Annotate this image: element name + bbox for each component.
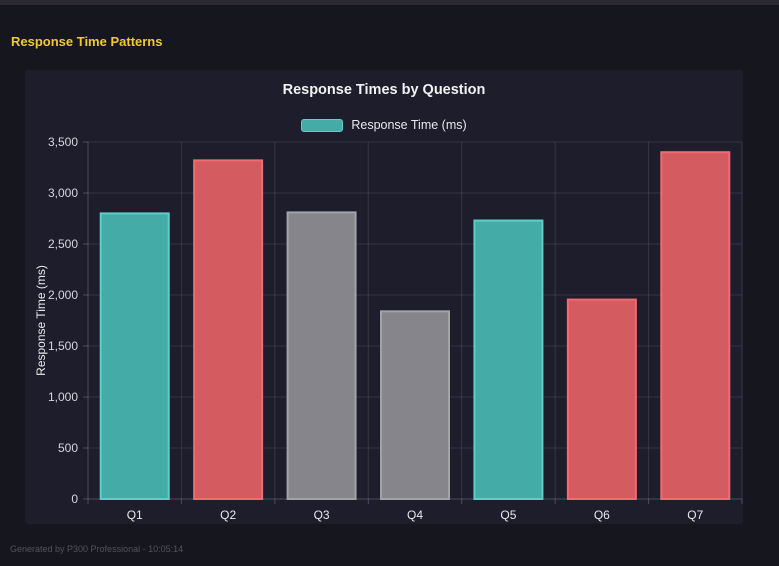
chart-title: Response Times by Question: [282, 82, 486, 98]
y-tick-label: 3,000: [48, 186, 78, 200]
x-tick-label: Q2: [220, 508, 236, 522]
bar-Q4[interactable]: [380, 310, 450, 500]
x-tick-label: Q3: [314, 508, 330, 522]
chart-panel: Response Times by Question Response Time…: [25, 70, 743, 524]
bar-Q2[interactable]: [193, 159, 264, 501]
bar-chart: 0 500 1,000 1,500 2,000 2,500 3,000 3,500 Q1 Q2 Q3…: [34, 135, 743, 522]
footer-generated-text: Generated by P300 Professional - 10:05:1…: [10, 544, 184, 554]
bar-Q6[interactable]: [566, 298, 637, 500]
y-tick-label: 1,000: [48, 390, 78, 404]
y-tick-label: 0: [71, 492, 78, 506]
y-tick-label: 2,500: [48, 237, 78, 251]
bar-Q7[interactable]: [660, 151, 731, 500]
x-tick-label: Q4: [407, 508, 423, 522]
legend-swatch: [301, 118, 344, 132]
x-tick-label: Q5: [500, 508, 516, 522]
y-tick-label: 3,500: [48, 135, 78, 149]
bar-Q1[interactable]: [99, 212, 170, 500]
chart-legend[interactable]: Response Time (ms): [25, 117, 743, 133]
x-tick-label: Q6: [594, 508, 610, 522]
y-tick-label: 500: [58, 441, 78, 455]
legend-label: Response Time (ms): [351, 118, 467, 132]
y-axis-title: Response Time (ms): [34, 265, 48, 376]
y-tick-label: 2,000: [48, 288, 78, 302]
x-tick-label: Q7: [687, 508, 703, 522]
bar-Q5[interactable]: [473, 219, 544, 500]
page-title: Response Time Patterns: [11, 34, 163, 49]
y-tick-label: 1,500: [48, 339, 78, 353]
window-top-strip: [0, 0, 779, 5]
bar-Q3[interactable]: [286, 211, 357, 500]
x-tick-label: Q1: [127, 508, 143, 522]
